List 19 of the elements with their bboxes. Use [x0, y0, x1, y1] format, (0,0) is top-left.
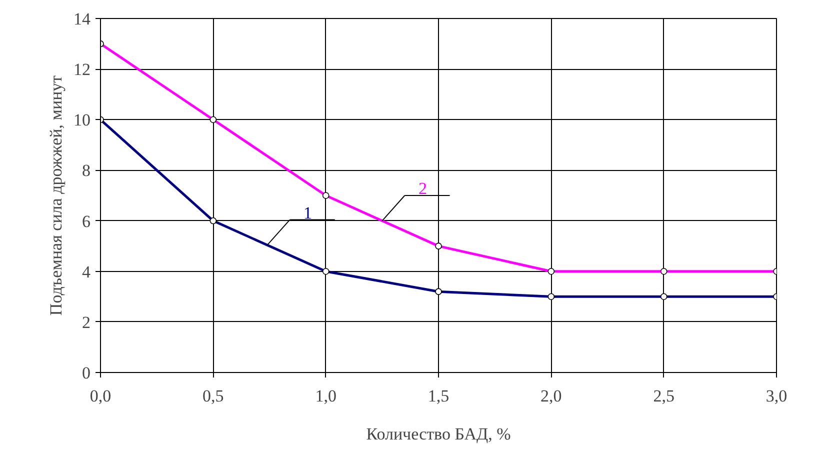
x-tick-label: 2,0 — [540, 386, 562, 406]
y-tick-label: 14 — [74, 10, 91, 28]
y-tick-label: 0 — [82, 364, 90, 382]
y-axis-title: Подъемная сила дрожжей, минут — [46, 74, 66, 316]
text: 2 — [418, 179, 427, 198]
y-tick-label: 10 — [74, 110, 90, 130]
y-tick-label: 4 — [82, 262, 91, 282]
text: 1 — [304, 204, 312, 223]
y-tick-label: 2 — [82, 312, 90, 332]
x-tick-label: 0,0 — [90, 386, 112, 406]
x-axis-title: Количество БАД, % — [366, 424, 511, 444]
x-tick-label: 1,0 — [315, 386, 336, 406]
y-tick-label: 8 — [82, 161, 90, 180]
x-tick-label: 3,0 — [766, 386, 788, 406]
x-tick-label: 0,5 — [202, 386, 224, 406]
x-tick-label: 2,5 — [653, 386, 674, 406]
y-tick-label: 12 — [74, 60, 90, 80]
y-tick-label: 6 — [82, 212, 90, 231]
x-tick-label: 1,5 — [428, 386, 450, 406]
